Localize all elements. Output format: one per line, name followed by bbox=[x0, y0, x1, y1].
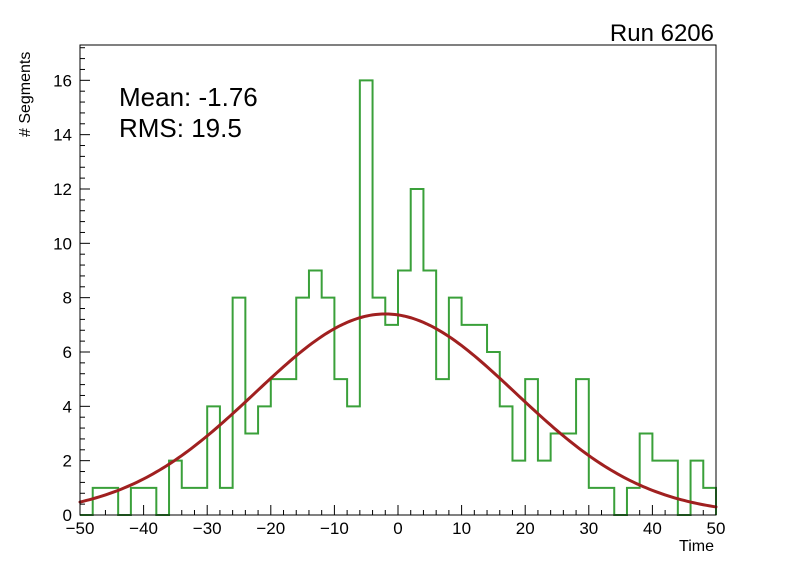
plot-frame bbox=[79, 44, 717, 516]
stats-rms-label: RMS: 19.5 bbox=[119, 113, 242, 143]
x-tick-label: −40 bbox=[129, 519, 158, 538]
stats-mean-label: Mean: -1.76 bbox=[119, 82, 258, 112]
x-tick-label: 50 bbox=[707, 519, 726, 538]
x-tick-label: 10 bbox=[452, 519, 471, 538]
x-tick-label: 30 bbox=[579, 519, 598, 538]
x-tick-label: −10 bbox=[320, 519, 349, 538]
x-tick-label: 20 bbox=[516, 519, 535, 538]
axis-tick-labels: −50 −40 −30 −20 −10 0 10 20 30 40 50 0 2 4 6 8 10 12 14 16 bbox=[53, 71, 725, 538]
x-axis-title: Time bbox=[679, 538, 714, 555]
y-tick-label: 14 bbox=[53, 126, 72, 145]
x-tick-label: 40 bbox=[643, 519, 662, 538]
plot-title: Run 6206 bbox=[610, 20, 714, 47]
y-tick-label: 10 bbox=[53, 234, 72, 253]
gaussian-fit-curve bbox=[78, 312, 718, 509]
y-tick-label: 16 bbox=[53, 71, 72, 90]
y-tick-label: 6 bbox=[63, 343, 72, 362]
x-tick-label: −30 bbox=[193, 519, 222, 538]
y-axis-title: # Segments bbox=[17, 52, 34, 137]
x-tick-label: −50 bbox=[66, 519, 95, 538]
x-tick-label: −20 bbox=[256, 519, 285, 538]
x-tick-label: 0 bbox=[393, 519, 402, 538]
y-tick-label: 2 bbox=[63, 452, 72, 471]
histogram-line bbox=[80, 79, 717, 516]
y-tick-label: 4 bbox=[63, 397, 72, 416]
y-tick-label: 12 bbox=[53, 180, 72, 199]
y-tick-label: 8 bbox=[63, 289, 72, 308]
y-tick-label: 0 bbox=[63, 506, 72, 525]
